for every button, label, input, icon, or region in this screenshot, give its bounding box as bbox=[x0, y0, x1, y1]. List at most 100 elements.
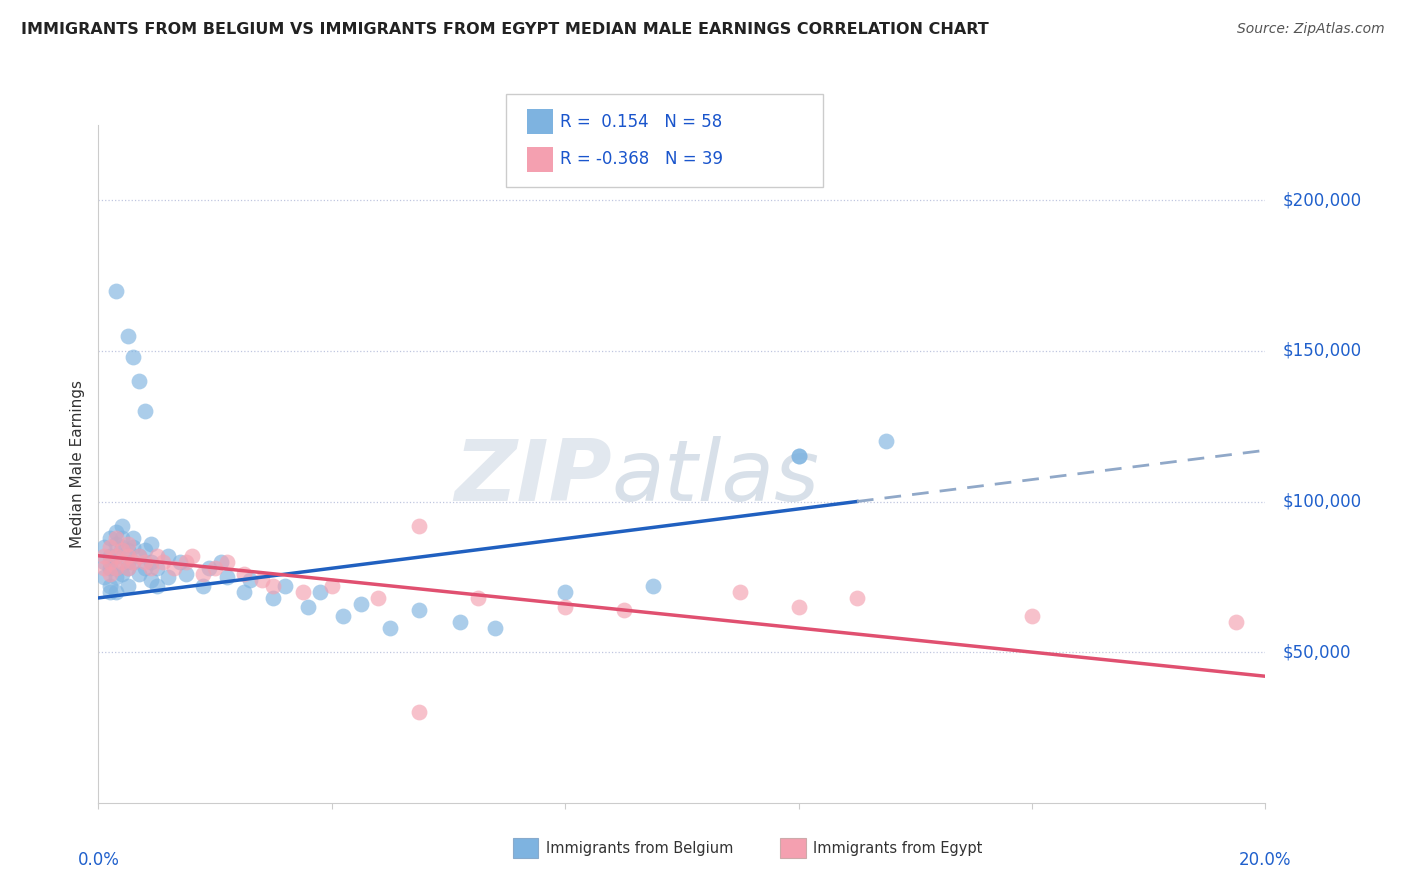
Point bbox=[467, 591, 489, 605]
Point bbox=[297, 599, 319, 614]
Point bbox=[117, 328, 139, 343]
Point bbox=[104, 549, 127, 563]
Point bbox=[262, 591, 284, 605]
Point bbox=[104, 570, 127, 584]
Point bbox=[875, 434, 897, 449]
Text: $50,000: $50,000 bbox=[1282, 643, 1351, 661]
Point bbox=[157, 549, 180, 563]
Point bbox=[111, 555, 134, 569]
Y-axis label: Median Male Earnings: Median Male Earnings bbox=[70, 380, 86, 548]
Point bbox=[215, 570, 238, 584]
Point bbox=[204, 561, 226, 575]
Point bbox=[104, 531, 127, 545]
Text: $150,000: $150,000 bbox=[1282, 342, 1362, 359]
Point bbox=[787, 450, 810, 464]
Point bbox=[139, 537, 162, 551]
Point bbox=[117, 561, 139, 575]
Point bbox=[104, 561, 127, 575]
Point bbox=[104, 524, 127, 539]
Text: IMMIGRANTS FROM BELGIUM VS IMMIGRANTS FROM EGYPT MEDIAN MALE EARNINGS CORRELATIO: IMMIGRANTS FROM BELGIUM VS IMMIGRANTS FR… bbox=[21, 22, 988, 37]
Text: $200,000: $200,000 bbox=[1282, 191, 1362, 210]
Point bbox=[134, 542, 156, 557]
Text: 20.0%: 20.0% bbox=[1239, 851, 1292, 869]
Point bbox=[233, 566, 256, 581]
Point bbox=[408, 518, 430, 533]
Point bbox=[117, 549, 139, 563]
Point bbox=[134, 555, 156, 569]
Point bbox=[1225, 615, 1247, 629]
Point bbox=[378, 621, 402, 635]
Text: $100,000: $100,000 bbox=[1282, 492, 1362, 510]
Point bbox=[122, 531, 145, 545]
Point bbox=[139, 555, 162, 569]
Point bbox=[787, 450, 810, 464]
Point bbox=[98, 579, 121, 593]
Point bbox=[321, 579, 343, 593]
Point bbox=[98, 540, 121, 554]
Point bbox=[122, 555, 145, 569]
Point bbox=[117, 579, 139, 593]
Point bbox=[146, 549, 169, 563]
Point bbox=[169, 555, 191, 569]
Point bbox=[484, 621, 506, 635]
Point bbox=[111, 540, 134, 554]
Point bbox=[98, 561, 121, 575]
Point bbox=[449, 615, 471, 629]
Point bbox=[93, 549, 115, 563]
Point bbox=[104, 585, 127, 599]
Point bbox=[98, 585, 121, 599]
Point bbox=[128, 549, 150, 563]
Point bbox=[193, 579, 215, 593]
Point bbox=[122, 350, 145, 364]
Text: Immigrants from Belgium: Immigrants from Belgium bbox=[546, 841, 733, 855]
Point bbox=[350, 597, 373, 611]
Point bbox=[274, 579, 297, 593]
Point bbox=[98, 555, 121, 569]
Point bbox=[111, 542, 134, 557]
Point bbox=[128, 549, 150, 563]
Point bbox=[146, 561, 169, 575]
Point bbox=[239, 573, 262, 587]
Point bbox=[98, 549, 121, 563]
Point bbox=[104, 549, 127, 563]
Point bbox=[139, 573, 162, 587]
Point bbox=[134, 404, 156, 418]
Point bbox=[117, 537, 139, 551]
Point bbox=[93, 540, 115, 554]
Point bbox=[198, 561, 221, 575]
Point bbox=[291, 585, 314, 599]
Point bbox=[367, 591, 389, 605]
Point bbox=[1021, 609, 1043, 624]
Point bbox=[787, 599, 810, 614]
Point bbox=[408, 706, 430, 720]
Point bbox=[104, 537, 127, 551]
Point bbox=[117, 555, 139, 569]
Point bbox=[554, 585, 576, 599]
Text: R = -0.368   N = 39: R = -0.368 N = 39 bbox=[560, 150, 723, 168]
Point bbox=[111, 566, 134, 581]
Point bbox=[209, 555, 232, 569]
Text: Immigrants from Egypt: Immigrants from Egypt bbox=[813, 841, 981, 855]
Text: atlas: atlas bbox=[612, 436, 820, 519]
Point bbox=[93, 570, 115, 584]
Point bbox=[152, 555, 174, 569]
Point bbox=[122, 540, 145, 554]
Point bbox=[180, 549, 202, 563]
Point bbox=[98, 566, 121, 581]
Point bbox=[117, 561, 139, 575]
Point bbox=[309, 585, 332, 599]
Point bbox=[98, 531, 121, 545]
Point bbox=[612, 603, 634, 617]
Point bbox=[122, 555, 145, 569]
Point bbox=[174, 555, 197, 569]
Point bbox=[408, 603, 430, 617]
Point bbox=[262, 579, 284, 593]
Point bbox=[128, 566, 150, 581]
Point bbox=[157, 570, 180, 584]
Point bbox=[332, 609, 354, 624]
Point bbox=[134, 561, 156, 575]
Point bbox=[93, 561, 115, 575]
Point bbox=[146, 579, 169, 593]
Point bbox=[104, 284, 127, 298]
Point bbox=[117, 542, 139, 557]
